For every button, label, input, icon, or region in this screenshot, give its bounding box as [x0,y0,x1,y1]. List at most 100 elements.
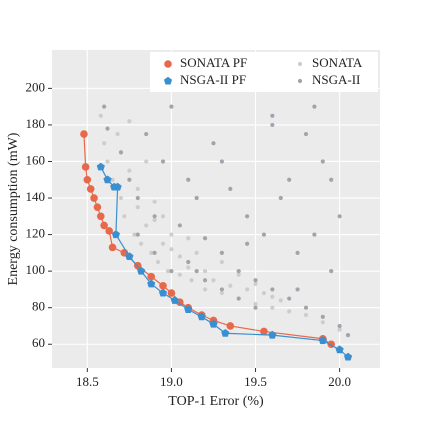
point [202,278,208,283]
point [152,199,157,204]
point [329,269,334,274]
point [184,305,193,313]
point [228,283,233,288]
point [147,272,156,281]
point [303,131,309,137]
y-tick-label: 140 [26,189,46,204]
legend-label: SONATA PF [180,55,247,70]
point [335,345,344,354]
legend-marker [163,76,173,85]
plot-background [52,50,380,368]
point [147,279,156,288]
x-tick-label: 19.0 [160,374,183,389]
point [261,290,267,296]
point [115,131,120,137]
point [160,214,166,219]
point [320,320,325,325]
y-tick-label: 100 [26,262,46,277]
point [202,236,208,241]
point [80,130,88,138]
y-tick-label: 60 [32,335,45,350]
x-tick-label: 18.5 [76,374,99,389]
x-tick-label: 19.5 [244,374,267,389]
point [105,126,110,131]
point [344,352,353,361]
point [155,259,161,265]
point [194,269,199,274]
point [287,296,292,301]
point [96,212,105,221]
point [93,203,102,211]
point [253,301,258,307]
point [261,232,267,237]
point [127,119,132,124]
point [103,175,112,184]
point [177,223,182,228]
point [86,185,95,193]
point [194,195,199,201]
point [132,232,137,237]
point [202,287,208,292]
point [189,278,194,283]
point [139,241,144,246]
point [118,150,124,155]
point [345,333,351,338]
point [320,314,325,319]
point [228,186,233,191]
point [158,288,168,297]
point [236,269,241,274]
legend-marker [164,60,172,68]
y-tick-label: 200 [26,79,46,94]
point [270,294,275,299]
point [81,163,90,171]
point [253,278,258,283]
point [211,278,216,283]
x-axis-label: TOP-1 Error (%) [168,394,264,409]
point [169,269,174,274]
point [177,254,182,259]
point [177,272,182,277]
point [144,131,149,137]
point [127,177,132,182]
point [160,241,166,246]
point [169,232,174,237]
point [236,272,241,277]
point [295,250,300,255]
point [83,175,92,184]
y-tick-label: 180 [26,116,46,131]
point [270,287,275,292]
point [197,312,206,321]
point [219,287,224,292]
point [219,259,224,265]
point [113,182,122,191]
point [127,168,132,173]
legend-marker [297,61,303,67]
point [194,250,199,255]
point [135,205,140,210]
y-tick-label: 80 [32,299,45,314]
point [110,177,115,182]
x-tick-label: 20.0 [328,374,351,389]
point [337,214,342,219]
point [337,323,342,329]
point [219,159,224,164]
point [137,266,146,275]
point [295,287,300,292]
point [144,223,149,228]
legend-label: SONATA [312,55,363,70]
point [105,227,113,235]
point [226,322,235,330]
point [287,177,292,182]
point [102,141,107,146]
legend-label: NSGA-II PF [180,72,246,87]
point [108,243,117,252]
point [236,296,241,301]
legend-marker [297,78,303,84]
point [169,247,174,252]
point [219,290,224,296]
point [111,230,120,239]
point [186,265,191,270]
point [186,259,191,265]
point [135,186,140,191]
point [152,250,157,255]
